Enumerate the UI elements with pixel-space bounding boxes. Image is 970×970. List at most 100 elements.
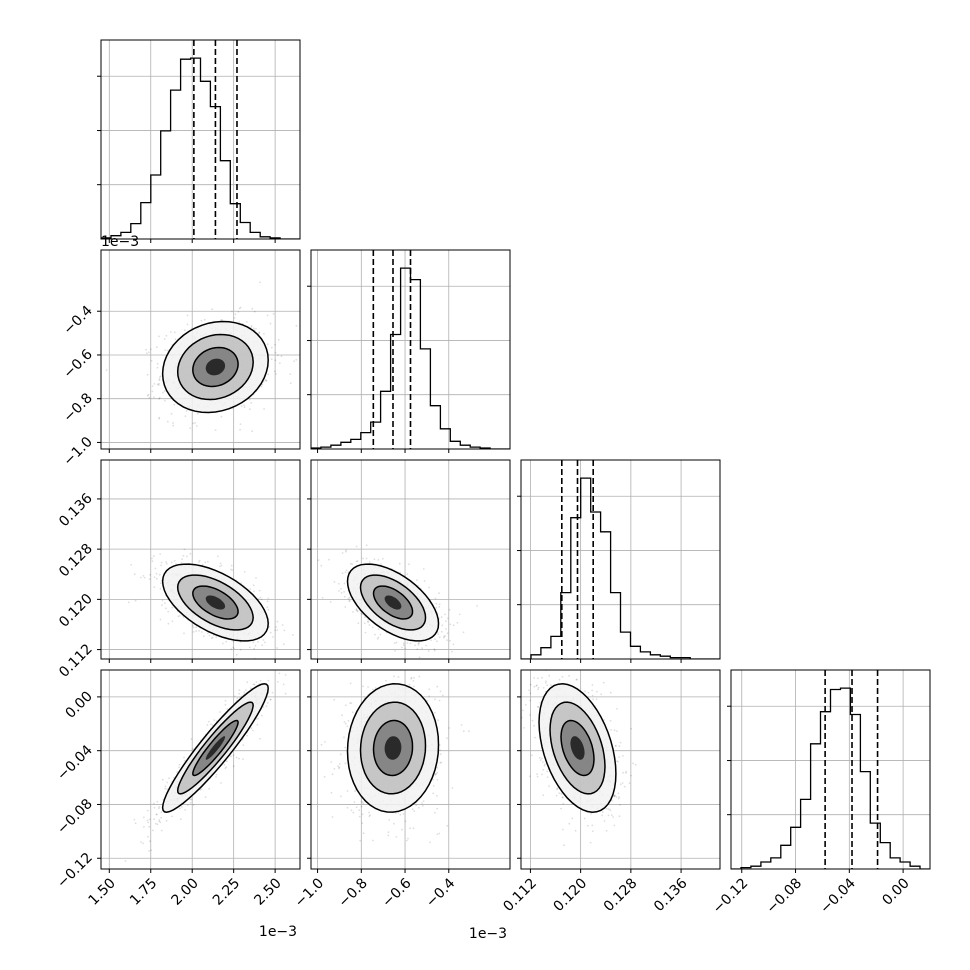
sample-point [240,405,243,407]
sample-point [377,628,380,631]
sample-point [130,563,133,566]
sample-point [230,648,233,651]
sample-point [186,804,189,806]
sample-point [253,590,255,593]
sample-point [239,428,242,431]
sample-point [238,689,241,692]
sample-point [274,359,277,362]
sample-point [289,373,292,375]
sample-point [195,630,198,632]
sample-point [215,773,218,776]
sample-point [167,622,170,625]
sample-point [186,555,188,558]
sample-point [374,633,376,636]
sample-point [381,557,384,560]
sample-point [436,685,439,688]
sample-point [266,702,269,704]
sample-point [199,788,202,791]
sample-point [329,601,332,603]
sample-point [619,741,622,744]
sample-point [394,812,397,814]
sample-point [275,626,277,628]
sample-point [200,788,203,791]
sample-point [202,635,205,638]
sample-point [176,771,179,773]
sample-point [182,616,185,618]
sample-point [276,667,278,669]
sample-point [155,813,158,816]
panel-frame [310,459,511,660]
sample-point [436,766,439,769]
sample-point [156,362,159,365]
sample-point [308,801,310,803]
sample-point [328,558,330,561]
hist-step-0 [101,57,300,239]
sample-point [348,600,351,602]
sample-point [267,609,270,611]
panel-frame [100,669,301,870]
sample-point [428,586,430,589]
sample-point [164,399,166,402]
sample-point [356,609,358,612]
sample-point [439,762,442,764]
sample-point [539,759,542,761]
sample-point [405,839,408,842]
sample-point [201,457,203,459]
sample-point [256,723,259,726]
scatter-panel-1-2 [307,459,511,663]
sample-point [211,636,214,639]
sample-point [416,579,418,581]
sample-point [364,631,367,634]
sample-point [191,748,194,750]
sample-point [425,644,427,647]
sample-point [204,796,207,798]
sample-point [181,558,184,561]
sample-point [374,687,377,689]
sample-point [171,620,174,623]
sample-point [410,662,412,664]
sample-point [252,584,255,587]
sample-point [156,383,159,386]
sample-point [250,727,253,730]
sample-point [258,332,261,334]
sample-point [148,351,150,354]
sample-point [148,850,151,852]
sample-point [105,369,108,372]
sample-point [344,606,347,608]
sample-point [257,717,259,720]
sample-point [175,563,177,565]
sample-point [211,308,214,311]
sample-point [222,642,224,645]
sample-point [422,800,425,802]
sample-point [408,683,411,686]
sample-point [178,763,181,766]
sample-point [546,684,548,687]
sample-point [434,774,437,776]
sample-point [157,384,160,386]
sample-point [413,685,415,688]
sample-point [244,689,247,691]
sample-point [408,563,410,566]
sample-point [224,703,227,706]
sample-point [421,804,424,807]
sample-point [190,738,193,740]
sample-point [233,647,235,650]
sample-point [160,561,163,564]
sample-point [271,691,274,694]
sample-point [387,834,390,837]
sample-point [596,690,598,693]
sample-point [410,677,412,680]
sample-point [452,643,455,646]
sample-point [344,571,347,574]
sample-point [158,396,161,399]
sample-point [601,811,604,813]
sample-point [451,650,453,653]
sample-point [259,281,261,284]
sample-point [562,802,565,805]
sample-point [349,702,351,705]
sample-point [368,624,371,626]
sample-point [259,679,262,682]
sample-point [276,620,279,623]
sample-point [444,635,446,637]
sample-point [440,630,443,633]
